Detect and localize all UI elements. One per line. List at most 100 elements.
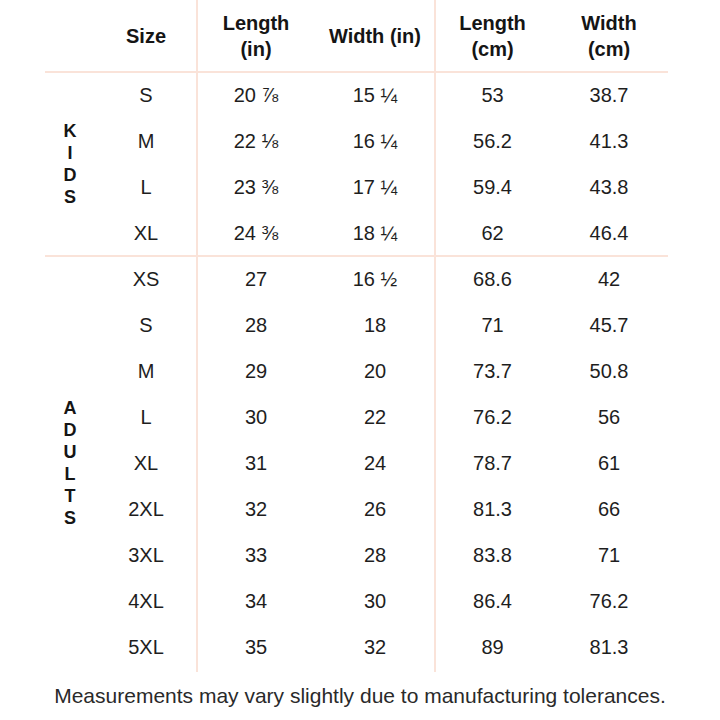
cell-width_cm: 41.3: [550, 130, 668, 153]
cell-length_cm: 62: [435, 222, 550, 245]
cell-width_in: 24: [315, 452, 435, 475]
column-header-width_in: Width (in): [315, 23, 435, 49]
table-row: 5XL35328981.3: [95, 624, 668, 670]
cell-size: M: [95, 360, 197, 383]
cell-length_in: 28: [197, 314, 315, 337]
column-header-length_in: Length(in): [197, 10, 315, 62]
cell-length_cm: 83.8: [435, 544, 550, 567]
cell-length_in: 22 ⅛: [197, 130, 315, 153]
cell-size: 4XL: [95, 590, 197, 613]
tolerance-note: Measurements may vary slightly due to ma…: [0, 672, 720, 720]
cell-length_in: 33: [197, 544, 315, 567]
cell-length_cm: 73.7: [435, 360, 550, 383]
column-header-width_cm: Width(cm): [550, 10, 668, 62]
cell-width_in: 22: [315, 406, 435, 429]
cell-width_in: 32: [315, 636, 435, 659]
cell-width_in: 17 ¼: [315, 176, 435, 199]
cell-length_in: 20 ⅞: [197, 84, 315, 107]
cell-length_in: 35: [197, 636, 315, 659]
column-header-size: Size: [95, 23, 197, 49]
group-label-kids: KIDS: [45, 72, 95, 256]
group-letter: A: [64, 397, 77, 419]
cell-length_cm: 81.3: [435, 498, 550, 521]
cell-length_cm: 71: [435, 314, 550, 337]
cell-length_cm: 68.6: [435, 268, 550, 291]
cell-size: XL: [95, 452, 197, 475]
cell-size: XL: [95, 222, 197, 245]
cell-length_in: 32: [197, 498, 315, 521]
cell-width_cm: 61: [550, 452, 668, 475]
cell-size: XS: [95, 268, 197, 291]
cell-length_in: 27: [197, 268, 315, 291]
cell-length_in: 31: [197, 452, 315, 475]
column-header-line: (cm): [435, 36, 550, 62]
cell-width_cm: 71: [550, 544, 668, 567]
cell-length_cm: 56.2: [435, 130, 550, 153]
cell-length_cm: 53: [435, 84, 550, 107]
cell-size: M: [95, 130, 197, 153]
column-header-line: Length: [197, 10, 315, 36]
table-row: XL312478.761: [95, 440, 668, 486]
cell-size: S: [95, 314, 197, 337]
table-row: L23 ⅜17 ¼59.443.8: [95, 164, 668, 210]
table-body: KIDSS20 ⅞15 ¼5338.7M22 ⅛16 ¼56.241.3L23 …: [45, 72, 668, 670]
cell-length_in: 24 ⅜: [197, 222, 315, 245]
cell-width_in: 16 ½: [315, 268, 435, 291]
cell-width_cm: 43.8: [550, 176, 668, 199]
group-letter: K: [64, 120, 77, 142]
cell-width_in: 16 ¼: [315, 130, 435, 153]
column-header-line: Width (in): [315, 23, 435, 49]
table-row: XL24 ⅜18 ¼6246.4: [95, 210, 668, 256]
group-letter: I: [67, 142, 72, 164]
column-header-line: (cm): [550, 36, 668, 62]
cell-width_cm: 42: [550, 268, 668, 291]
cell-width_cm: 38.7: [550, 84, 668, 107]
cell-length_in: 23 ⅜: [197, 176, 315, 199]
size-chart: SizeLength(in)Width (in)Length(cm)Width(…: [0, 0, 720, 672]
cell-length_in: 29: [197, 360, 315, 383]
table-row: S20 ⅞15 ¼5338.7: [95, 72, 668, 118]
section-rows: S20 ⅞15 ¼5338.7 M22 ⅛16 ¼56.241.3 L23 ⅜17 …: [95, 72, 668, 256]
section-adults: ADULTSXS2716 ½68.642S28187145.7M292073.7…: [45, 256, 668, 670]
cell-width_cm: 76.2: [550, 590, 668, 613]
cell-width_in: 18 ¼: [315, 222, 435, 245]
column-header-line: Length: [435, 10, 550, 36]
column-header-line: (in): [197, 36, 315, 62]
group-letter: T: [65, 485, 76, 507]
group-letter: S: [64, 186, 76, 208]
cell-size: L: [95, 176, 197, 199]
column-header-length_cm: Length(cm): [435, 10, 550, 62]
cell-size: 3XL: [95, 544, 197, 567]
cell-width_cm: 66: [550, 498, 668, 521]
cell-width_in: 18: [315, 314, 435, 337]
cell-width_in: 30: [315, 590, 435, 613]
group-label-adults: ADULTS: [45, 256, 95, 670]
cell-length_in: 34: [197, 590, 315, 613]
table-row: L302276.256: [95, 394, 668, 440]
cell-size: L: [95, 406, 197, 429]
cell-width_cm: 50.8: [550, 360, 668, 383]
column-header-line: Size: [95, 23, 197, 49]
cell-width_in: 20: [315, 360, 435, 383]
cell-width_cm: 46.4: [550, 222, 668, 245]
table-row: S28187145.7: [95, 302, 668, 348]
table-row: XS2716 ½68.642: [95, 256, 668, 302]
cell-width_in: 28: [315, 544, 435, 567]
group-letter: U: [64, 441, 77, 463]
cell-width_in: 15 ¼: [315, 84, 435, 107]
table-row: 2XL322681.366: [95, 486, 668, 532]
section-kids: KIDSS20 ⅞15 ¼5338.7M22 ⅛16 ¼56.241.3L23 …: [45, 72, 668, 256]
cell-size: 2XL: [95, 498, 197, 521]
column-header-line: Width: [550, 10, 668, 36]
cell-length_cm: 59.4: [435, 176, 550, 199]
group-letter: L: [65, 463, 76, 485]
table-row: 4XL343086.476.2: [95, 578, 668, 624]
group-letter: D: [64, 164, 77, 186]
cell-size: 5XL: [95, 636, 197, 659]
group-letter: D: [64, 419, 77, 441]
cell-width_cm: 56: [550, 406, 668, 429]
cell-length_cm: 86.4: [435, 590, 550, 613]
cell-length_in: 30: [197, 406, 315, 429]
table-row: 3XL332883.871: [95, 532, 668, 578]
cell-length_cm: 76.2: [435, 406, 550, 429]
